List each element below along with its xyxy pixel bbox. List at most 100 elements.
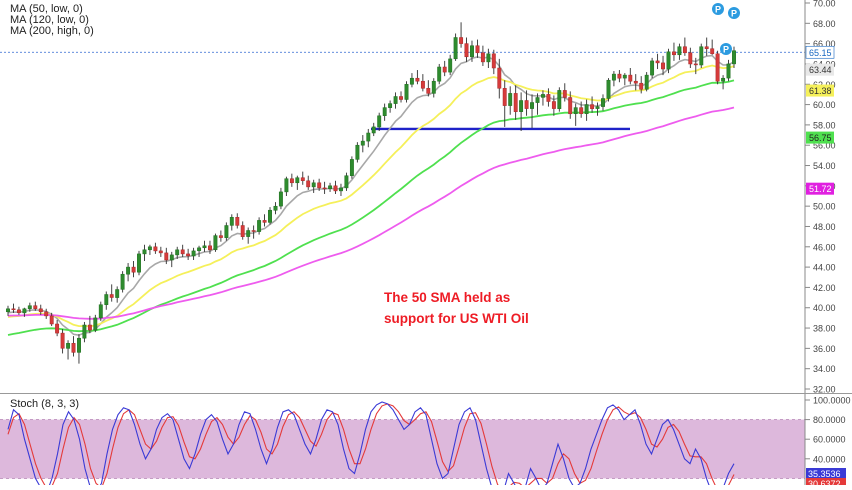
candle [639,76,644,94]
candle-body-down [682,46,687,54]
candle [60,329,65,354]
candle-body-down [617,73,622,79]
candle-body-up [104,294,109,305]
annotation-line-2: support for US WTI Oil [384,311,529,326]
candle [480,45,485,66]
candle-body-down [322,187,327,190]
price-tick-label: 66.00 [813,39,836,49]
candle-body-up [6,308,10,313]
candle [513,85,518,120]
price-tick-label: 68.00 [813,19,836,29]
candle-body-down [513,93,518,112]
pane-separator[interactable] [0,393,852,394]
candle [672,42,676,61]
candle-body-up [611,73,616,81]
price-tag-box [806,131,834,144]
candle [289,173,294,187]
candle-body-up [278,191,283,207]
candle-body-up [388,103,393,108]
candle-body-down [475,45,480,54]
legend-ma120: MA (120, low, 0) [10,14,89,26]
stochastic-value-tag-label: 30.6372 [808,479,841,485]
candle [502,80,507,127]
candle [311,179,316,193]
candle [732,46,736,69]
candle-body-up [409,77,414,85]
candle-body-up [573,107,578,114]
candle-body-down [180,249,185,255]
price-tick-label: 60.00 [813,100,836,110]
stochastic-tick-label: 60.0000 [813,435,846,445]
candle-body-up [382,107,387,116]
candle-body-down [655,60,660,64]
candle-body-down [442,66,447,73]
candle [355,142,360,163]
candle-body-down [16,309,21,314]
candle [71,336,76,357]
candle [33,301,38,311]
candle-body-up [366,132,371,142]
candle-body-up [486,53,491,63]
candle [175,246,180,259]
stochastic-value-tag: 35.3536 [806,468,846,479]
candle [339,183,343,196]
candle [579,101,584,118]
price-tag-label: 63.44 [809,65,832,75]
candle-body-down [55,323,60,334]
candle-body-up [257,220,262,232]
pivot-marker-circle [720,43,732,55]
candle-body-up [644,74,649,90]
candle [6,305,10,316]
stochastic-title: Stoch (8, 3, 3) [10,398,79,410]
candle [688,47,693,69]
candle [229,214,234,231]
candle [399,91,403,103]
candle [420,74,425,92]
candle-body-down [672,51,676,56]
ma200-line [7,106,735,320]
candle-body-up [677,46,682,56]
candle-body-down [546,94,551,102]
candle-body-up [377,115,382,128]
candle [715,50,720,85]
candle-body-up [246,230,251,237]
candle [344,172,349,191]
candle [541,90,545,106]
candle-body-up [349,159,354,176]
candle-body-down [251,230,256,232]
candle-body-down [235,217,240,226]
candle [295,175,300,190]
candle [508,86,513,115]
candle-body-up [82,324,87,339]
candle-body-down [464,43,469,58]
candle [426,80,431,97]
pivot-marker-label: P [723,45,729,55]
candle-body-up [726,63,731,79]
candle-body-down [300,177,305,181]
candle-body-up [273,205,278,211]
candle-body-down [459,37,464,44]
price-tag: 65.15 [805,45,835,59]
price-tag-label: 65.15 [809,48,832,58]
candle [633,74,638,91]
price-tick-label: 38.00 [813,324,836,334]
price-pane: P PP MA (50, low, 0) MA (120, low, 0) MA … [0,0,836,395]
price-tick-label: 48.00 [813,222,836,232]
price-tag-box [806,63,834,76]
candle [120,271,125,293]
candle-body-up [371,126,376,134]
candle-body-up [27,305,32,309]
candle [197,245,202,257]
ma50-line [7,64,735,328]
candle [158,246,163,257]
candle [546,88,551,107]
price-tag-label: 51.72 [809,184,832,194]
candle-body-up [732,50,736,65]
candle [693,57,698,75]
candle-body-up [519,100,524,112]
stochastic-tick-label: 80.0000 [813,415,846,425]
candle-body-up [601,98,605,107]
candle-body-up [453,37,458,60]
candle [82,321,87,343]
